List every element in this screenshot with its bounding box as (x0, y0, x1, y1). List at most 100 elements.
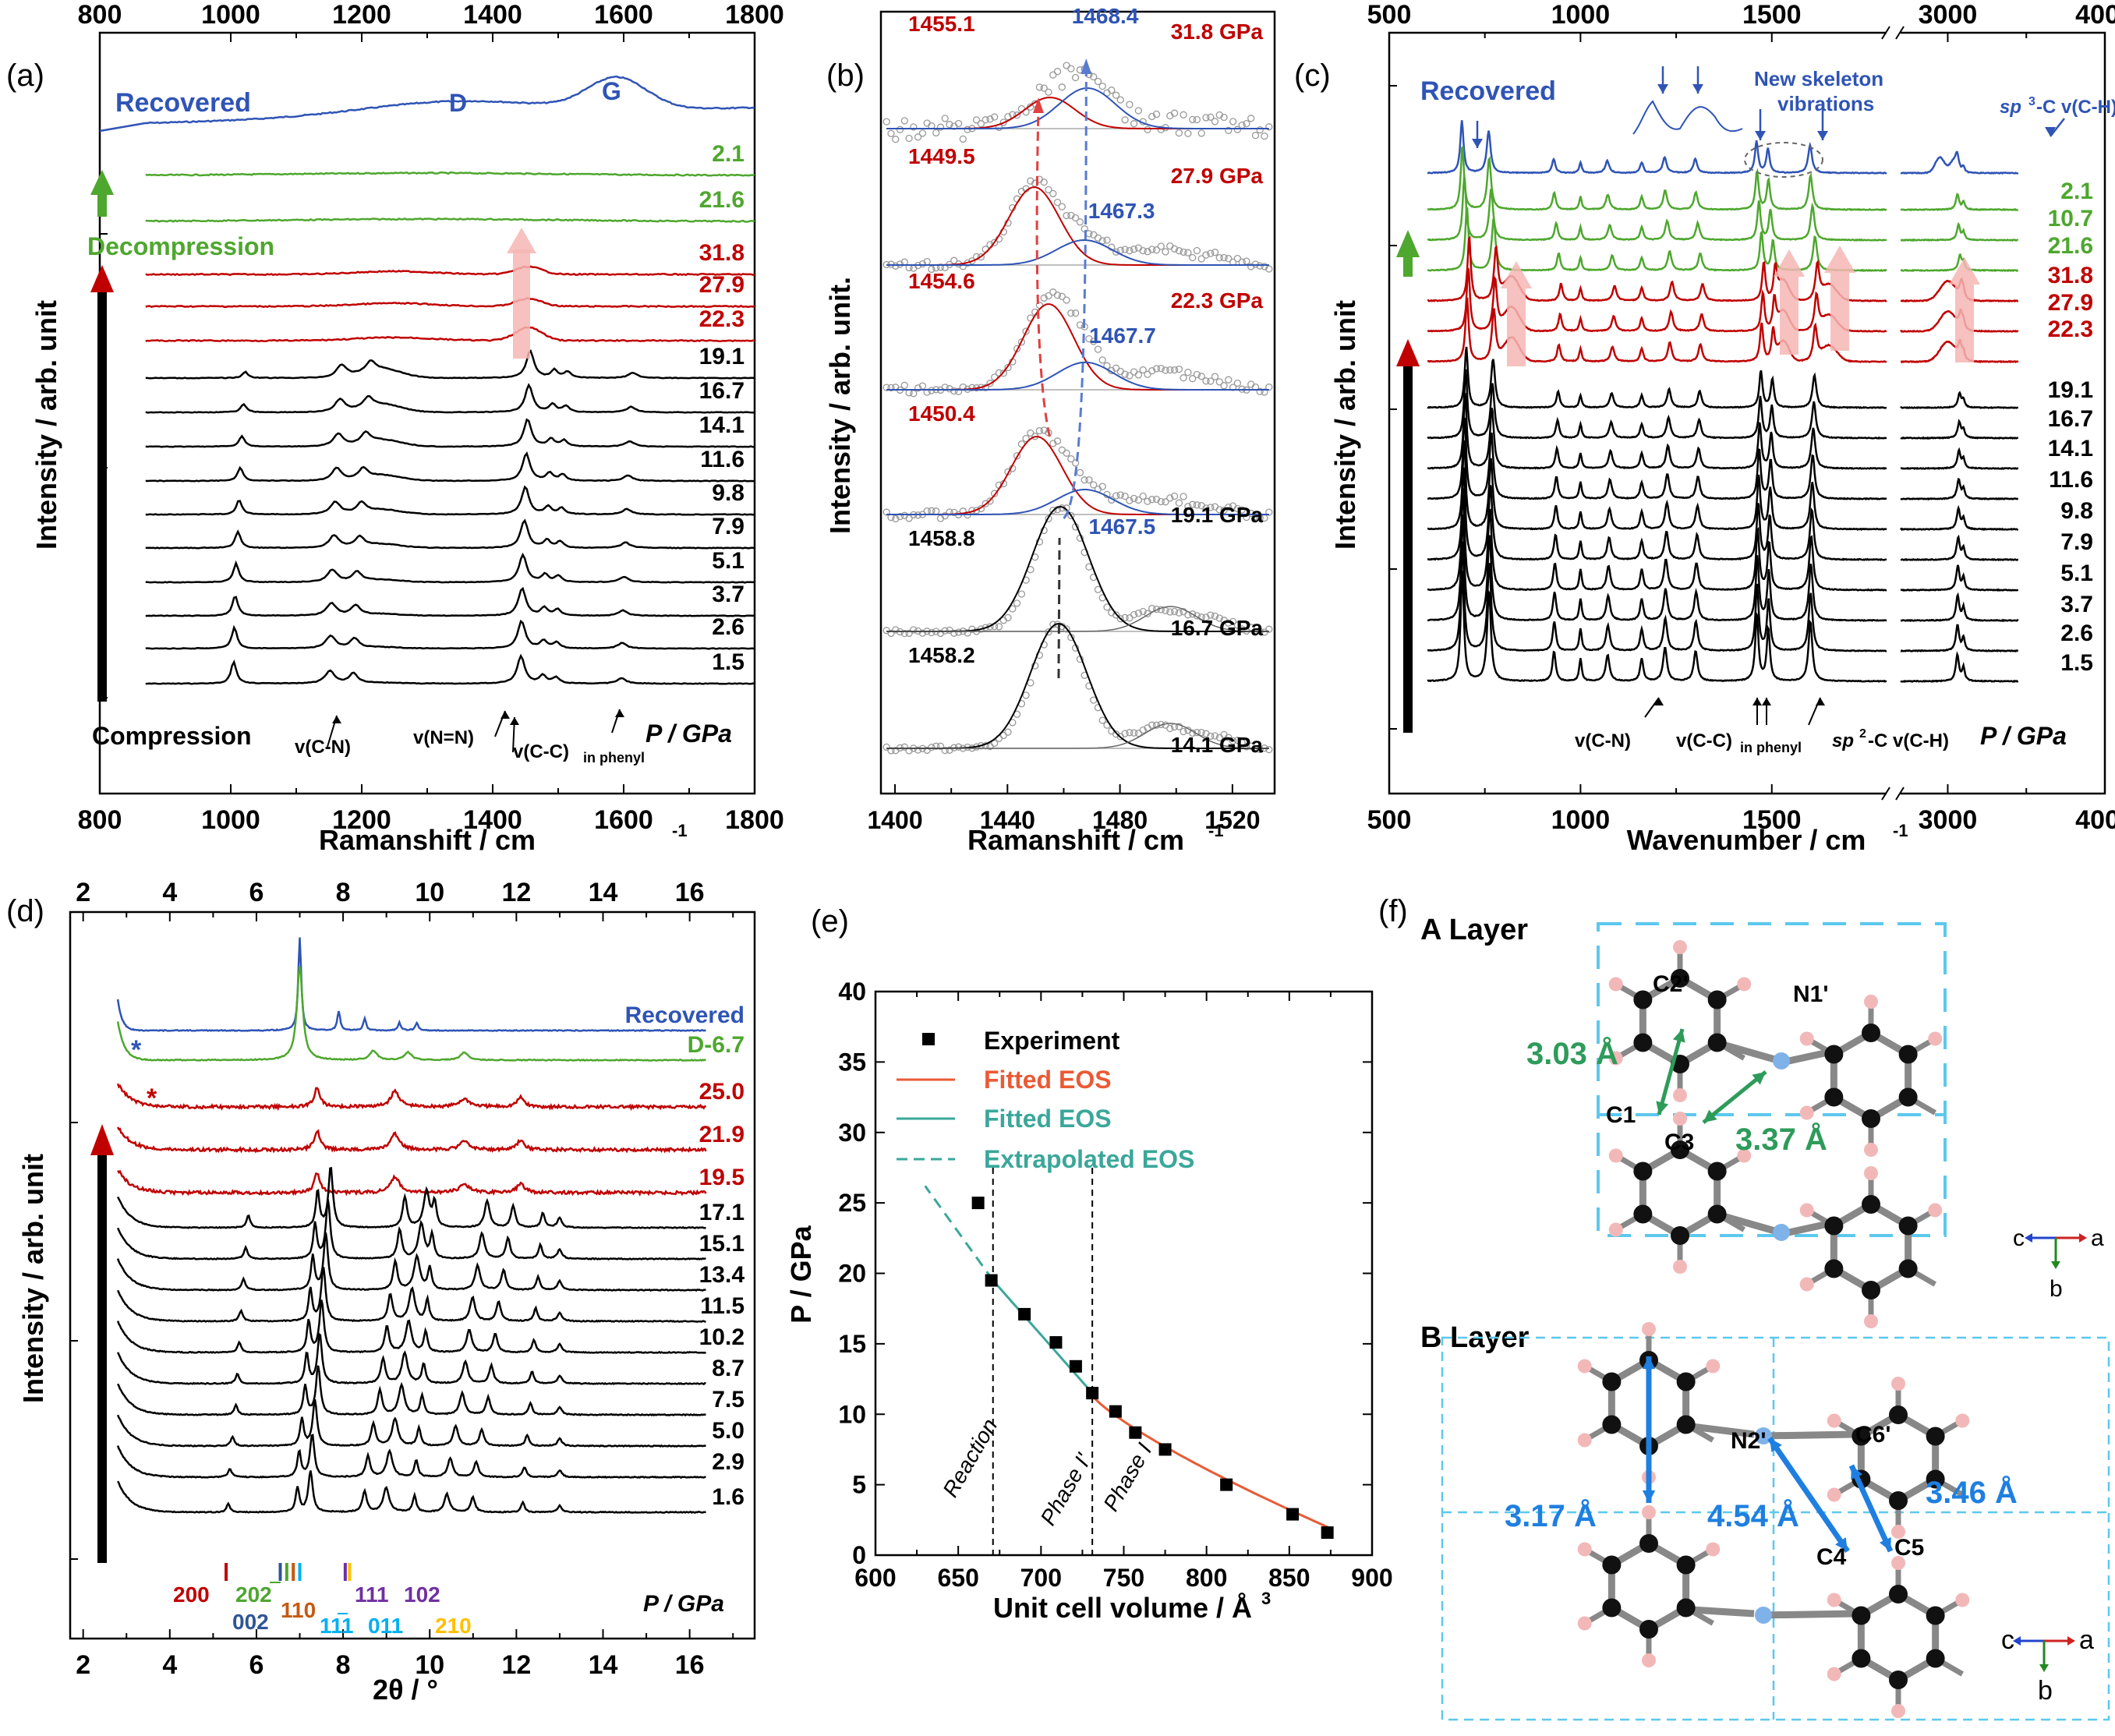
x-tick-label: 700 (1020, 1564, 1062, 1592)
decompression-arrow-shaft (97, 193, 107, 217)
pressure-label: 27.9 GPa (1171, 164, 1264, 188)
x-tick-label: 1400 (867, 806, 922, 834)
figure: 8008001000100012001200140014001600160018… (0, 0, 2115, 1736)
y-axis-label: Intensity / arb. unit (1329, 300, 1361, 550)
atom-label: C2' (1653, 971, 1688, 997)
carbon-atom (1926, 1607, 1945, 1625)
hydrogen-atom (1928, 1204, 1942, 1218)
pressure-unit-label: P / GPa (643, 1591, 724, 1617)
pressure-label: 14.1 GPa (1171, 733, 1264, 757)
miller-index-label: 202 (235, 1582, 272, 1607)
compression-label: Compression (92, 722, 251, 750)
series-label: 22.3 (699, 306, 744, 332)
series-label: 1.5 (2060, 650, 2093, 676)
sp3-label: sp (2000, 97, 2021, 118)
cn-mode-label: v(C-N) (1575, 730, 1631, 751)
x-tick-label: 800 (78, 805, 122, 835)
bond (1762, 1614, 1855, 1615)
distance-label: 3.37 Å (1735, 1122, 1827, 1157)
series-label: 21.6 (2048, 233, 2093, 259)
hydrogen-atom (1800, 1278, 1814, 1292)
top-x-tick-label: 3000 (1919, 0, 1978, 30)
hydrogen-atom (1578, 1434, 1592, 1448)
recovered-label: Recovered (115, 88, 251, 118)
y-tick-label: 5 (852, 1471, 866, 1499)
hydrogen-atom (1864, 995, 1878, 1009)
hydrogen-atom (1642, 1322, 1656, 1336)
recovered-label: Recovered (1420, 76, 1556, 106)
nn-mode-label: v(N=N) (413, 727, 474, 748)
peak-position-red: 1449.5 (908, 144, 975, 168)
vibrations-label: vibrations (1777, 92, 1874, 115)
x-tick-label: 1000 (1551, 805, 1611, 835)
carbon-atom (1633, 1205, 1652, 1224)
carbon-atom (1708, 991, 1727, 1009)
carbon-atom (1677, 1599, 1696, 1618)
carbon-atom (1677, 1556, 1696, 1575)
panel-label: (c) (1294, 58, 1331, 93)
data-point (1286, 1508, 1299, 1521)
miller-index-label: 200 (173, 1582, 210, 1607)
hydrogen-atom (1955, 1593, 1969, 1607)
hydrogen-atom (1578, 1359, 1592, 1374)
series-label: 21.9 (699, 1122, 744, 1147)
axis-label-b: b (2038, 1676, 2053, 1706)
pressure-label: 31.8 GPa (1171, 19, 1264, 44)
carbon-atom (1633, 1034, 1652, 1052)
top-x-tick-label: 8 (336, 878, 351, 907)
carbon-atom (1926, 1427, 1945, 1446)
carbon-atom (1602, 1416, 1621, 1434)
series-label: 1.6 (712, 1484, 744, 1510)
series-label: 15.1 (699, 1231, 744, 1257)
decompression-label: Decompression (87, 232, 274, 260)
hydrogen-atom (1800, 1204, 1814, 1218)
series-label: 14.1 (699, 412, 744, 438)
pressure-label: 19.1 GPa (1171, 503, 1264, 527)
series-label: 22.3 (2048, 316, 2093, 342)
hydrogen-atom (1706, 1359, 1720, 1374)
x-tick-label: 4000 (2075, 805, 2115, 835)
x-tick-label: 8 (336, 1650, 351, 1680)
panel-label: (f) (1378, 894, 1408, 928)
x-tick-label: 900 (1351, 1564, 1392, 1592)
series-label: 13.4 (699, 1262, 745, 1288)
hydrogen-atom (1800, 1106, 1814, 1120)
hydrogen-atom (1827, 1593, 1841, 1607)
data-point (1070, 1360, 1082, 1373)
series-label: 11.5 (700, 1293, 744, 1319)
carbon-atom (1708, 1162, 1727, 1181)
x-tick-label: 12 (501, 1650, 531, 1680)
x-tick-label: 2 (76, 1650, 90, 1680)
compression-arrow-shaft (97, 1154, 107, 1563)
carbon-atom (1677, 1416, 1696, 1434)
hydrogen-atom (1609, 1223, 1623, 1237)
y-tick-label: 35 (838, 1048, 866, 1076)
top-x-tick-label: 1200 (332, 0, 391, 30)
carbon-atom (1862, 1281, 1880, 1299)
y-tick-label: 0 (852, 1541, 866, 1569)
series-label: 21.6 (699, 187, 744, 213)
carbon-atom (1708, 1034, 1727, 1052)
legend-label: Fitted EOS (984, 1105, 1112, 1133)
atom-label: N1' (1793, 981, 1828, 1007)
y-axis-label: Intensity / arb. unit (17, 1154, 49, 1403)
carbon-atom (1824, 1217, 1843, 1236)
peak-position-blue: 1467.5 (1089, 514, 1156, 539)
carbon-atom (1899, 1260, 1918, 1278)
y-tick-label: 25 (838, 1189, 866, 1217)
decompression-arrow-shaft (1403, 257, 1413, 277)
y-axis-label: P / GPa (785, 1225, 817, 1323)
hydrogen-atom (1891, 1704, 1905, 1718)
x-tick-label: 850 (1268, 1564, 1310, 1592)
nitrogen-atom (1755, 1607, 1772, 1624)
carbon-atom (1639, 1534, 1658, 1553)
panel-label: (e) (811, 904, 849, 939)
distance-label: 4.54 Å (1707, 1498, 1799, 1533)
x-tick-label: 14 (589, 1650, 618, 1680)
carbon-atom (1671, 1226, 1689, 1245)
carbon-atom (1926, 1649, 1945, 1668)
hydrogen-atom (1955, 1414, 1969, 1428)
x-tick-label: 4 (162, 1650, 177, 1680)
series-label: Recovered (625, 1002, 744, 1028)
atom-label: C5 (1894, 1535, 1924, 1561)
